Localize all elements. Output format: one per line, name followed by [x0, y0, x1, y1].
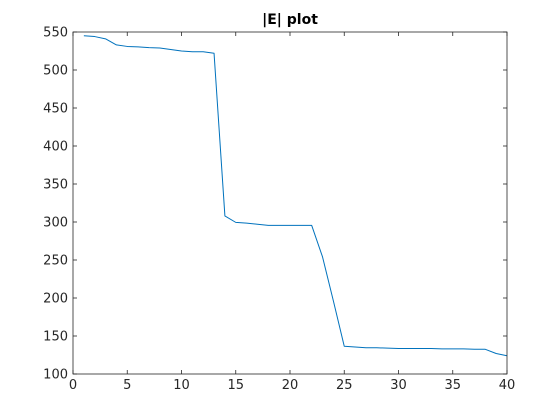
y-tick-label: 500	[43, 64, 68, 79]
x-tick-label: 5	[123, 378, 131, 393]
y-tick-label: 400	[43, 140, 68, 155]
plot-background	[73, 32, 507, 374]
x-tick-label: 25	[336, 378, 353, 393]
y-tick-label: 300	[43, 216, 68, 231]
y-tick-label: 150	[43, 330, 68, 345]
x-tick-label: 0	[69, 378, 77, 393]
x-tick-label: 40	[499, 378, 516, 393]
y-tick-label: 250	[43, 254, 68, 269]
x-tick-label: 20	[282, 378, 299, 393]
x-tick-label: 15	[227, 378, 244, 393]
series-line-1	[83, 35, 508, 357]
x-tick-label: 30	[390, 378, 407, 393]
y-tick-label: 200	[43, 292, 68, 307]
y-tick-label: 350	[43, 178, 68, 193]
x-tick-label: 10	[173, 378, 190, 393]
axes-layer: 0 5 10 15 20 25 30 35 40 100 150 200 250 300 350 400 450…	[43, 26, 515, 394]
y-tick-label: 100	[43, 368, 68, 383]
plot-area	[73, 32, 507, 374]
data-layer	[83, 35, 508, 357]
y-tick-label: 450	[43, 102, 68, 117]
chart-title: |E| plot	[262, 12, 318, 28]
x-tick-label: 35	[444, 378, 461, 393]
y-tick-label: 550	[43, 26, 68, 41]
